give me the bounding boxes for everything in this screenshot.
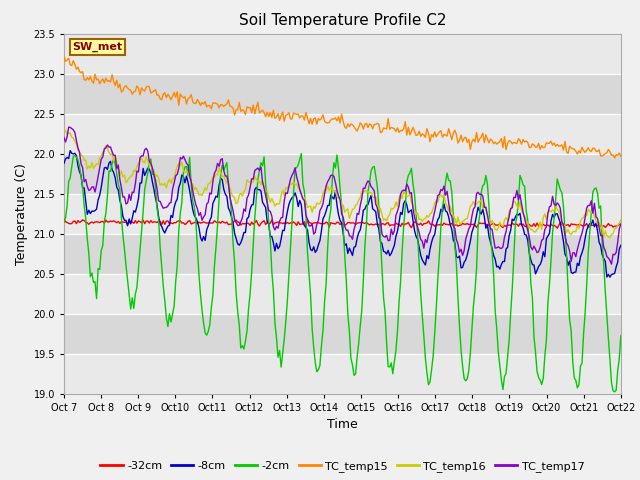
Legend: -32cm, -8cm, -2cm, TC_temp15, TC_temp16, TC_temp17: -32cm, -8cm, -2cm, TC_temp15, TC_temp16,… (96, 457, 589, 477)
Bar (64, 193, 621, 234)
Bar (64, 354, 621, 394)
Title: Soil Temperature Profile C2: Soil Temperature Profile C2 (239, 13, 446, 28)
Bar (64, 114, 621, 154)
Bar (64, 274, 621, 313)
X-axis label: Time: Time (327, 418, 358, 431)
Text: SW_met: SW_met (72, 42, 122, 52)
Y-axis label: Temperature (C): Temperature (C) (15, 163, 28, 264)
Bar (64, 34, 621, 73)
